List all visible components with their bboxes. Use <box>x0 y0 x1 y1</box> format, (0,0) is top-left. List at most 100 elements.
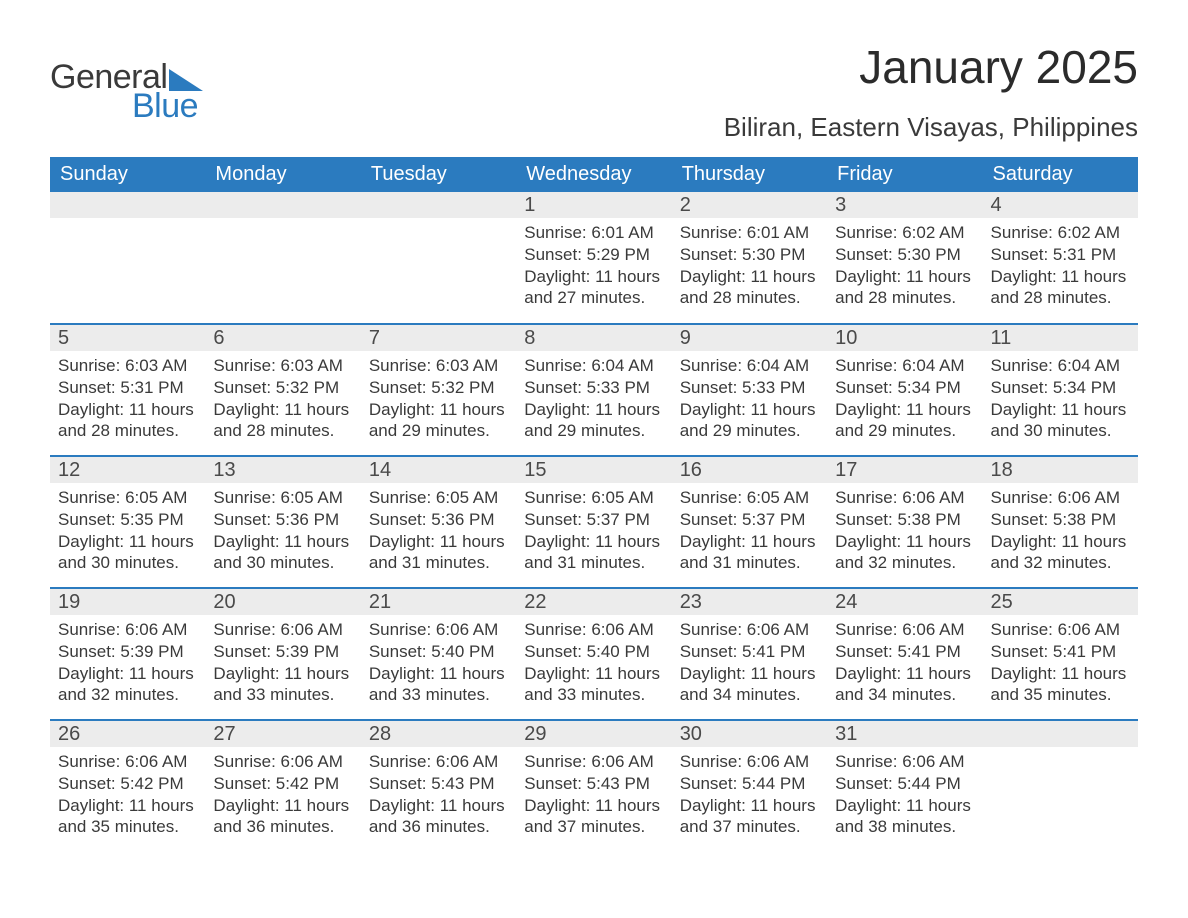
day-data: Sunrise: 6:05 AMSunset: 5:36 PMDaylight:… <box>361 483 516 574</box>
day-number: 22 <box>516 589 671 615</box>
calendar-day-cell: 2Sunrise: 6:01 AMSunset: 5:30 PMDaylight… <box>672 192 827 324</box>
day-number: 6 <box>205 325 360 351</box>
calendar-day-cell: 17Sunrise: 6:06 AMSunset: 5:38 PMDayligh… <box>827 456 982 588</box>
day-data <box>361 218 516 222</box>
day-data: Sunrise: 6:06 AMSunset: 5:44 PMDaylight:… <box>672 747 827 838</box>
calendar-day-cell: 31Sunrise: 6:06 AMSunset: 5:44 PMDayligh… <box>827 720 982 852</box>
day-data: Sunrise: 6:06 AMSunset: 5:40 PMDaylight:… <box>516 615 671 706</box>
day-data: Sunrise: 6:06 AMSunset: 5:39 PMDaylight:… <box>50 615 205 706</box>
day-data: Sunrise: 6:03 AMSunset: 5:32 PMDaylight:… <box>361 351 516 442</box>
calendar-day-cell: 24Sunrise: 6:06 AMSunset: 5:41 PMDayligh… <box>827 588 982 720</box>
day-number: 16 <box>672 457 827 483</box>
day-data: Sunrise: 6:03 AMSunset: 5:32 PMDaylight:… <box>205 351 360 442</box>
calendar-week-row: 1Sunrise: 6:01 AMSunset: 5:29 PMDaylight… <box>50 192 1138 324</box>
day-data: Sunrise: 6:06 AMSunset: 5:38 PMDaylight:… <box>827 483 982 574</box>
day-data: Sunrise: 6:06 AMSunset: 5:38 PMDaylight:… <box>983 483 1138 574</box>
day-number: 30 <box>672 721 827 747</box>
day-number: 9 <box>672 325 827 351</box>
day-data: Sunrise: 6:06 AMSunset: 5:41 PMDaylight:… <box>983 615 1138 706</box>
day-data: Sunrise: 6:06 AMSunset: 5:43 PMDaylight:… <box>516 747 671 838</box>
day-number <box>50 192 205 218</box>
day-data: Sunrise: 6:04 AMSunset: 5:33 PMDaylight:… <box>516 351 671 442</box>
day-data: Sunrise: 6:01 AMSunset: 5:29 PMDaylight:… <box>516 218 671 309</box>
calendar-week-row: 12Sunrise: 6:05 AMSunset: 5:35 PMDayligh… <box>50 456 1138 588</box>
day-data: Sunrise: 6:06 AMSunset: 5:41 PMDaylight:… <box>672 615 827 706</box>
day-data: Sunrise: 6:04 AMSunset: 5:33 PMDaylight:… <box>672 351 827 442</box>
logo: General Blue <box>50 40 203 126</box>
calendar-day-cell: 23Sunrise: 6:06 AMSunset: 5:41 PMDayligh… <box>672 588 827 720</box>
page: General Blue January 2025 Biliran, Easte… <box>0 0 1188 882</box>
day-number: 11 <box>983 325 1138 351</box>
weekday-header: Monday <box>205 157 360 192</box>
day-number: 28 <box>361 721 516 747</box>
day-data: Sunrise: 6:01 AMSunset: 5:30 PMDaylight:… <box>672 218 827 309</box>
calendar-day-cell: 16Sunrise: 6:05 AMSunset: 5:37 PMDayligh… <box>672 456 827 588</box>
calendar-day-cell: 6Sunrise: 6:03 AMSunset: 5:32 PMDaylight… <box>205 324 360 456</box>
day-number: 1 <box>516 192 671 218</box>
weekday-header: Thursday <box>672 157 827 192</box>
calendar-day-cell: 3Sunrise: 6:02 AMSunset: 5:30 PMDaylight… <box>827 192 982 324</box>
weekday-header: Sunday <box>50 157 205 192</box>
calendar-day-cell: 20Sunrise: 6:06 AMSunset: 5:39 PMDayligh… <box>205 588 360 720</box>
calendar-day-cell: 25Sunrise: 6:06 AMSunset: 5:41 PMDayligh… <box>983 588 1138 720</box>
day-number: 20 <box>205 589 360 615</box>
day-data: Sunrise: 6:05 AMSunset: 5:35 PMDaylight:… <box>50 483 205 574</box>
day-data: Sunrise: 6:06 AMSunset: 5:42 PMDaylight:… <box>205 747 360 838</box>
day-number <box>205 192 360 218</box>
day-data: Sunrise: 6:06 AMSunset: 5:41 PMDaylight:… <box>827 615 982 706</box>
calendar-day-cell <box>50 192 205 324</box>
day-number: 5 <box>50 325 205 351</box>
calendar-day-cell: 1Sunrise: 6:01 AMSunset: 5:29 PMDaylight… <box>516 192 671 324</box>
day-number: 3 <box>827 192 982 218</box>
day-data: Sunrise: 6:06 AMSunset: 5:44 PMDaylight:… <box>827 747 982 838</box>
day-data: Sunrise: 6:02 AMSunset: 5:30 PMDaylight:… <box>827 218 982 309</box>
day-number: 18 <box>983 457 1138 483</box>
logo-text-blue: Blue <box>132 87 203 126</box>
weekday-header: Saturday <box>983 157 1138 192</box>
calendar-day-cell: 29Sunrise: 6:06 AMSunset: 5:43 PMDayligh… <box>516 720 671 852</box>
calendar-day-cell: 22Sunrise: 6:06 AMSunset: 5:40 PMDayligh… <box>516 588 671 720</box>
title-block: January 2025 Biliran, Eastern Visayas, P… <box>724 40 1138 143</box>
calendar-week-row: 19Sunrise: 6:06 AMSunset: 5:39 PMDayligh… <box>50 588 1138 720</box>
day-data: Sunrise: 6:04 AMSunset: 5:34 PMDaylight:… <box>983 351 1138 442</box>
weekday-header: Wednesday <box>516 157 671 192</box>
day-number: 19 <box>50 589 205 615</box>
day-number: 10 <box>827 325 982 351</box>
calendar-day-cell <box>205 192 360 324</box>
day-number: 2 <box>672 192 827 218</box>
day-data: Sunrise: 6:04 AMSunset: 5:34 PMDaylight:… <box>827 351 982 442</box>
calendar-day-cell: 21Sunrise: 6:06 AMSunset: 5:40 PMDayligh… <box>361 588 516 720</box>
calendar-day-cell: 14Sunrise: 6:05 AMSunset: 5:36 PMDayligh… <box>361 456 516 588</box>
calendar-day-cell: 8Sunrise: 6:04 AMSunset: 5:33 PMDaylight… <box>516 324 671 456</box>
day-number: 27 <box>205 721 360 747</box>
calendar-day-cell: 18Sunrise: 6:06 AMSunset: 5:38 PMDayligh… <box>983 456 1138 588</box>
day-data: Sunrise: 6:02 AMSunset: 5:31 PMDaylight:… <box>983 218 1138 309</box>
day-number: 23 <box>672 589 827 615</box>
day-number: 24 <box>827 589 982 615</box>
day-number: 26 <box>50 721 205 747</box>
day-number: 29 <box>516 721 671 747</box>
day-data <box>50 218 205 222</box>
day-number: 21 <box>361 589 516 615</box>
calendar-day-cell: 19Sunrise: 6:06 AMSunset: 5:39 PMDayligh… <box>50 588 205 720</box>
calendar-day-cell: 26Sunrise: 6:06 AMSunset: 5:42 PMDayligh… <box>50 720 205 852</box>
header: General Blue January 2025 Biliran, Easte… <box>50 40 1138 143</box>
day-number: 31 <box>827 721 982 747</box>
day-data: Sunrise: 6:06 AMSunset: 5:40 PMDaylight:… <box>361 615 516 706</box>
day-number: 15 <box>516 457 671 483</box>
calendar-day-cell <box>361 192 516 324</box>
day-number: 25 <box>983 589 1138 615</box>
day-data: Sunrise: 6:05 AMSunset: 5:37 PMDaylight:… <box>516 483 671 574</box>
day-number: 4 <box>983 192 1138 218</box>
calendar-day-cell: 11Sunrise: 6:04 AMSunset: 5:34 PMDayligh… <box>983 324 1138 456</box>
day-number <box>361 192 516 218</box>
calendar-day-cell: 4Sunrise: 6:02 AMSunset: 5:31 PMDaylight… <box>983 192 1138 324</box>
day-number: 17 <box>827 457 982 483</box>
day-data: Sunrise: 6:05 AMSunset: 5:37 PMDaylight:… <box>672 483 827 574</box>
calendar-day-cell: 5Sunrise: 6:03 AMSunset: 5:31 PMDaylight… <box>50 324 205 456</box>
calendar-day-cell: 12Sunrise: 6:05 AMSunset: 5:35 PMDayligh… <box>50 456 205 588</box>
calendar-day-cell: 30Sunrise: 6:06 AMSunset: 5:44 PMDayligh… <box>672 720 827 852</box>
day-number <box>983 721 1138 747</box>
weekday-header: Tuesday <box>361 157 516 192</box>
calendar-day-cell: 7Sunrise: 6:03 AMSunset: 5:32 PMDaylight… <box>361 324 516 456</box>
